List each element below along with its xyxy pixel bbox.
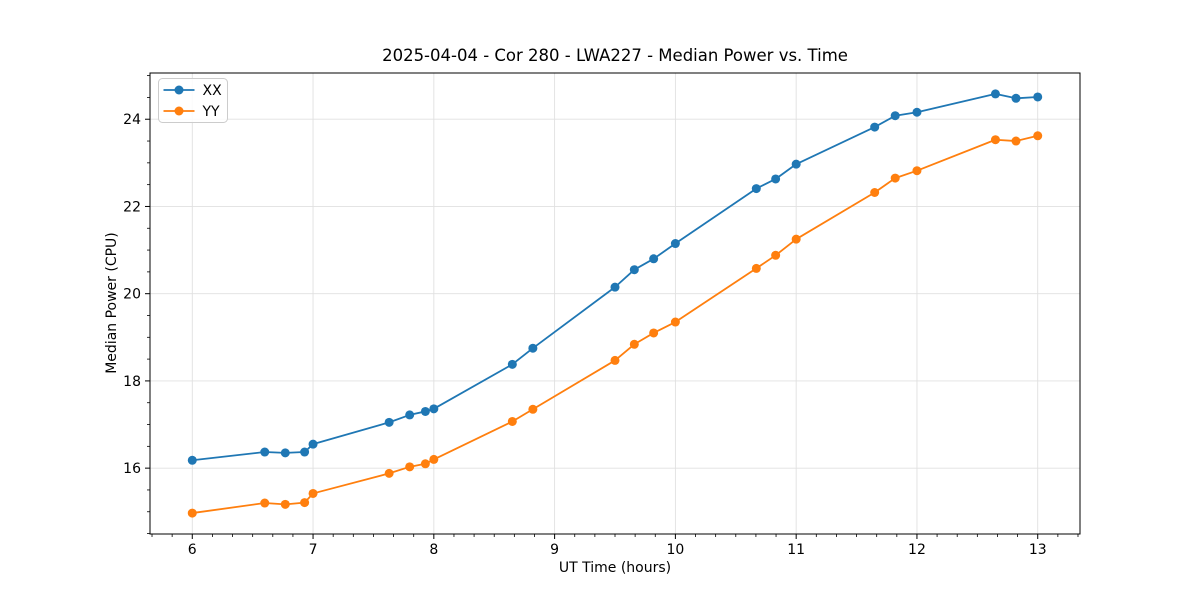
data-point-xx	[649, 254, 659, 264]
y-tick-label: 16	[123, 461, 141, 477]
data-point-xx	[610, 282, 620, 292]
data-point-xx	[280, 448, 290, 458]
data-point-yy	[280, 499, 290, 509]
data-point-xx	[187, 455, 197, 465]
data-point-xx	[990, 89, 1000, 99]
data-point-xx	[629, 265, 639, 275]
data-point-yy	[384, 468, 394, 478]
data-point-xx	[260, 447, 270, 457]
data-point-yy	[420, 459, 430, 469]
data-point-xx	[751, 184, 761, 194]
y-tick-label: 20	[123, 287, 141, 303]
series-line-yy	[192, 134, 1038, 514]
data-point-yy	[308, 488, 318, 498]
legend-label: XX	[203, 83, 223, 99]
data-point-xx	[890, 111, 900, 121]
data-point-xx	[870, 122, 880, 132]
data-point-yy	[528, 404, 538, 414]
legend-marker	[174, 106, 184, 116]
data-point-yy	[990, 135, 1000, 145]
data-point-xx	[528, 343, 538, 353]
data-point-yy	[405, 462, 415, 472]
data-point-yy	[610, 355, 620, 365]
data-point-yy	[751, 263, 761, 273]
data-point-yy	[260, 498, 270, 508]
data-point-yy	[670, 317, 680, 327]
x-tick-label: 13	[1029, 542, 1047, 558]
x-tick-label: 9	[550, 542, 559, 558]
data-point-yy	[507, 416, 517, 426]
data-point-yy	[1011, 136, 1021, 146]
data-point-xx	[308, 439, 318, 449]
legend-label: YY	[202, 104, 221, 120]
data-point-xx	[384, 417, 394, 427]
axes-spines	[149, 72, 1081, 535]
data-point-xx	[791, 159, 801, 169]
data-point-xx	[912, 107, 922, 117]
data-point-xx	[771, 174, 781, 184]
x-tick-label: 11	[787, 542, 805, 558]
data-point-xx	[1033, 92, 1043, 102]
data-point-yy	[912, 166, 922, 176]
data-point-xx	[300, 447, 310, 457]
x-tick-label: 8	[429, 542, 438, 558]
data-point-yy	[890, 173, 900, 183]
legend-marker	[174, 85, 184, 95]
x-axis-label: UT Time (hours)	[558, 560, 672, 576]
y-tick-label: 22	[123, 199, 141, 215]
data-point-yy	[771, 250, 781, 260]
x-tick-label: 7	[309, 542, 318, 558]
y-tick-label: 18	[123, 374, 141, 390]
data-point-yy	[870, 188, 880, 197]
data-point-xx	[670, 239, 680, 249]
x-tick-label: 10	[666, 542, 684, 558]
data-point-xx	[429, 404, 439, 414]
series-line-xx	[192, 93, 1038, 462]
data-point-xx	[507, 359, 517, 369]
data-point-yy	[629, 339, 639, 349]
x-tick-label: 12	[908, 542, 926, 558]
data-point-xx	[1011, 93, 1021, 103]
data-point-yy	[649, 328, 659, 338]
x-tick-label: 6	[188, 542, 197, 558]
data-point-yy	[791, 234, 801, 244]
data-point-xx	[420, 406, 430, 416]
data-point-yy	[187, 508, 197, 518]
data-point-yy	[429, 454, 439, 464]
data-point-yy	[300, 498, 310, 508]
y-tick-label: 24	[123, 112, 141, 128]
data-point-yy	[1033, 131, 1043, 141]
data-point-xx	[405, 410, 415, 420]
chart-title: 2025-04-04 - Cor 280 - LWA227 - Median P…	[382, 46, 848, 65]
